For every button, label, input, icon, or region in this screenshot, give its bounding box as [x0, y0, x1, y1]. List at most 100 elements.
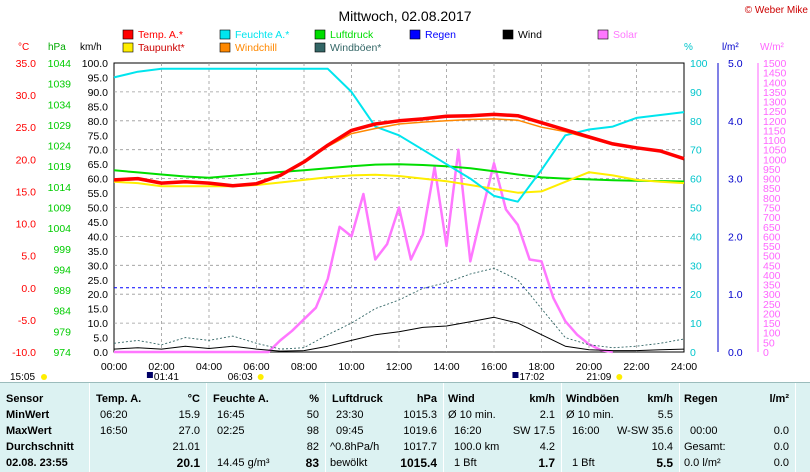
percent-tick-1: 90 [690, 87, 702, 99]
header-sensor: Sensor [6, 393, 44, 405]
temp-min-time: 06:20 [100, 409, 128, 421]
percent-tick-9: 10 [690, 318, 702, 330]
kmh-tick-8: 60.0 [88, 174, 109, 186]
unit-celsius: °C [18, 42, 29, 53]
solar-tick-30: 0 [763, 347, 769, 359]
solar-tick-3: 1350 [763, 87, 787, 99]
credit-label: © Weber Mike [745, 5, 809, 16]
celsius-tick-0: 35.0 [16, 58, 37, 70]
solar-tick-12: 900 [763, 174, 781, 186]
percent-tick-5: 50 [690, 203, 702, 215]
header-wind-unit: km/h [529, 393, 555, 405]
kmh-tick-5: 75.0 [88, 130, 109, 142]
percent-tick-6: 40 [690, 231, 702, 243]
boen-bft: 1 Bft [572, 457, 595, 469]
wind-avg-value: 4.2 [539, 441, 555, 453]
solar-tick-13: 850 [763, 183, 781, 195]
kmh-tick-6: 70.0 [88, 145, 109, 157]
solar-tick-23: 350 [763, 280, 781, 292]
series-line-solar [114, 148, 613, 354]
kmh-tick-16: 20.0 [88, 289, 109, 301]
rain-tick-1: 4.0 [728, 116, 743, 128]
kmh-tick-15: 25.0 [88, 275, 109, 287]
series-line-feuchte-a [113, 67, 685, 203]
legend-swatch-8 [314, 42, 326, 53]
wind-max-value: SW 17.5 [512, 425, 555, 437]
header-regen: Regen [684, 393, 718, 405]
temp-column: Temp. A. °C 06:20 15.9 16:50 27.0 21.01 … [90, 383, 206, 472]
row-label-avg: Durchschnitt [6, 441, 74, 453]
solar-tick-0: 1500 [763, 58, 787, 70]
legend-swatch-1 [219, 29, 231, 40]
solar-tick-20: 500 [763, 251, 781, 263]
solar-tick-15: 750 [763, 203, 781, 215]
hpa-tick-2: 1034 [48, 99, 72, 111]
x-tick-9: 18:00 [528, 361, 554, 373]
hpa-tick-14: 974 [53, 347, 71, 359]
solar-tick-27: 150 [763, 318, 781, 330]
hpa-tick-0: 1044 [48, 58, 72, 70]
series-line-windb-en [113, 267, 685, 350]
feuchte-current-value: 83 [305, 456, 319, 470]
kmh-tick-9: 55.0 [88, 188, 109, 200]
celsius-tick-6: 5.0 [21, 251, 36, 263]
kmh-tick-13: 35.0 [88, 246, 109, 258]
sunrise-icon [257, 374, 264, 380]
hpa-tick-6: 1014 [48, 182, 72, 194]
x-tick-8: 16:00 [481, 361, 507, 373]
x-tick-12: 24:00 [671, 361, 697, 373]
unit-solar: W/m² [760, 42, 785, 53]
regen-total-label: Gesamt: [684, 441, 726, 453]
kmh-tick-18: 10.0 [88, 318, 109, 330]
header-regen-unit: l/m² [769, 393, 789, 405]
celsius-tick-1: 30.0 [16, 90, 37, 102]
rain-tick-4: 1.0 [728, 289, 743, 301]
percent-tick-7: 30 [690, 260, 702, 272]
solar-tick-17: 650 [763, 222, 781, 234]
series-line-taupunkt [113, 171, 685, 194]
hpa-tick-4: 1024 [48, 141, 72, 153]
kmh-tick-0: 100.0 [82, 58, 108, 70]
kmh-tick-4: 80.0 [88, 116, 109, 128]
unit-percent: % [684, 42, 693, 53]
feuchte-min-time: 16:45 [217, 409, 245, 421]
regen-current-value: 0.0 [773, 457, 789, 469]
kmh-tick-1: 95.0 [88, 72, 109, 84]
feuchte-min-value: 50 [306, 409, 319, 421]
legend-swatch-2 [314, 29, 326, 40]
temp-max-time: 16:50 [100, 425, 128, 437]
solar-tick-14: 800 [763, 193, 781, 205]
solar-tick-18: 600 [763, 231, 781, 243]
chart-title: Mittwoch, 02.08.2017 [338, 8, 471, 24]
series-line-wind [113, 316, 685, 352]
sunrise-time: 06:03 [228, 372, 253, 382]
boen-avg10-label: Ø 10 min. [566, 409, 614, 421]
hpa-tick-13: 979 [53, 326, 71, 338]
luft-max-value: 1019.6 [403, 425, 437, 437]
axis-units: °C hPa km/h% l/m² W/m² [18, 42, 785, 53]
header-boen: Windböen [566, 393, 620, 405]
luft-max-time: 09:45 [336, 425, 364, 437]
row-label-max: MaxWert [6, 425, 52, 437]
moonrise-time: 01:41 [154, 372, 179, 382]
luft-current-value: 1015.4 [400, 456, 437, 470]
legend-label-8: Windböen* [330, 42, 381, 54]
boen-column: Windböen km/h Ø 10 min. 5.5 16:00 W-SW 3… [562, 383, 679, 472]
legend-label-4: Wind [518, 29, 542, 41]
x-tick-1: 02:00 [148, 361, 174, 373]
legend-swatch-7 [219, 42, 231, 53]
boen-max-time: 16:00 [572, 425, 600, 437]
celsius-tick-7: 0.0 [21, 283, 36, 295]
feuchte-max-value: 98 [306, 425, 319, 437]
solar-tick-21: 450 [763, 260, 781, 272]
legend-label-6: Taupunkt* [138, 42, 185, 54]
legend-swatch-6 [122, 42, 134, 53]
solar-tick-9: 1050 [763, 145, 787, 157]
celsius-tick-8: -5.0 [18, 315, 36, 327]
legend-label-2: Luftdruck [330, 29, 374, 41]
x-tick-2: 04:00 [196, 361, 222, 373]
temp-current-value: 20.1 [176, 456, 200, 470]
solar-tick-16: 700 [763, 212, 781, 224]
kmh-tick-2: 90.0 [88, 87, 109, 99]
legend-swatch-4 [502, 29, 514, 40]
